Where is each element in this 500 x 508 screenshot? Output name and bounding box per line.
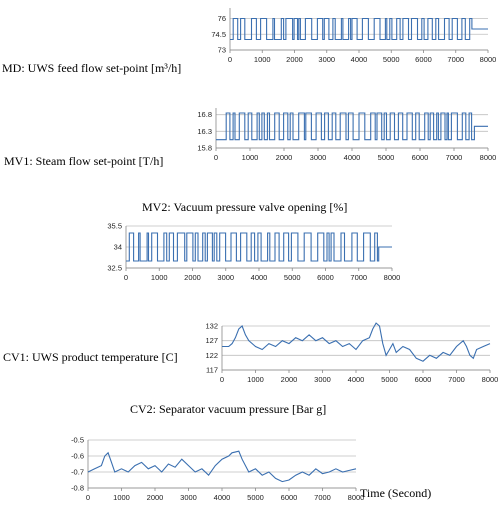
- mv2-x-tick-label: 4000: [251, 273, 268, 282]
- cv1-series-line: [222, 322, 491, 362]
- md-x-tick-label: 8000: [480, 55, 497, 64]
- md-x-tick-label: 6000: [415, 55, 432, 64]
- mv1-x-tick-label: 1000: [242, 153, 259, 162]
- cv2-x-tick-label: 6000: [281, 493, 298, 502]
- md-x-tick-label: 1000: [254, 55, 271, 64]
- cv1-x-tick-label: 1000: [247, 375, 264, 384]
- mv1-x-tick-label: 7000: [446, 153, 463, 162]
- md-series-line: [230, 17, 488, 41]
- mv1-x-tick-label: 5000: [378, 153, 395, 162]
- mv1-x-tick-label: 3000: [310, 153, 327, 162]
- mv2-series-line: [126, 232, 392, 262]
- cv1-x-tick-label: 3000: [314, 375, 331, 384]
- mv1-x-tick-label: 0: [214, 153, 218, 162]
- cv1-x-tick-label: 2000: [281, 375, 298, 384]
- mv1-y-tick-label: 16.8: [197, 110, 212, 119]
- mv1-x-tick-label: 6000: [412, 153, 429, 162]
- cv2-y-tick-label: -0.5: [71, 436, 84, 445]
- md-label: MD: UWS feed flow set-point [m³/h]: [2, 61, 181, 75]
- mv2-y-tick-label: 32.5: [107, 264, 122, 273]
- cv1-y-tick-label: 122: [205, 351, 218, 360]
- cv2-x-tick-label: 3000: [180, 493, 197, 502]
- cv2-x-tick-label: 4000: [214, 493, 231, 502]
- cv2-x-tick-label: 1000: [113, 493, 130, 502]
- mv1-x-tick-label: 4000: [344, 153, 361, 162]
- mv1-series-line: [216, 112, 488, 141]
- md-x-tick-label: 7000: [447, 55, 464, 64]
- md-x-tick-label: 4000: [351, 55, 368, 64]
- md-y-tick-label: 74.5: [211, 30, 226, 39]
- md-x-tick-label: 0: [228, 55, 232, 64]
- cv2-title: CV2: Separator vacuum pressure [Bar g]: [130, 402, 326, 416]
- cv1-x-tick-label: 6000: [415, 375, 432, 384]
- cv2-x-tick-label: 5000: [247, 493, 264, 502]
- md-x-tick-label: 2000: [286, 55, 303, 64]
- mv2-x-tick-label: 0: [124, 273, 128, 282]
- mv2-y-tick-label: 35.5: [107, 222, 122, 231]
- mv2-title: MV2: Vacuum pressure valve opening [%]: [142, 200, 347, 214]
- cv2-x-tick-label: 7000: [314, 493, 331, 502]
- md-y-tick-label: 76: [218, 14, 226, 23]
- mv1-x-tick-label: 2000: [276, 153, 293, 162]
- cv2-x-tick-label: 8000: [348, 493, 365, 502]
- cv1-y-tick-label: 127: [205, 336, 218, 345]
- cv1-x-tick-label: 4000: [348, 375, 365, 384]
- mv1-label: MV1: Steam flow set-point [T/h]: [4, 154, 163, 168]
- mv2-y-tick-label: 34: [114, 243, 122, 252]
- md-y-tick-label: 73: [218, 46, 226, 55]
- mv2-x-tick-label: 1000: [151, 273, 168, 282]
- cv1-x-tick-label: 5000: [381, 375, 398, 384]
- mv1-y-tick-label: 15.8: [197, 144, 212, 153]
- cv2-x-tick-label: 0: [86, 493, 90, 502]
- mv2-x-tick-label: 2000: [184, 273, 201, 282]
- cv1-x-tick-label: 0: [220, 375, 224, 384]
- md-x-tick-label: 5000: [383, 55, 400, 64]
- cv1-x-tick-label: 7000: [448, 375, 465, 384]
- cv2-y-tick-label: -0.8: [71, 484, 84, 493]
- mv1-x-tick-label: 8000: [480, 153, 497, 162]
- cv2-y-tick-label: -0.6: [71, 452, 84, 461]
- cv2-chart: -0.5 -0.6 -0.7 -0.80 1000 2000 3000 4000 5000 600…: [71, 436, 364, 503]
- mv1-y-tick-label: 16.3: [197, 127, 212, 136]
- mv2-x-tick-label: 6000: [317, 273, 334, 282]
- cv2-series-line: [87, 450, 357, 483]
- cv1-label: CV1: UWS product temperature [C]: [3, 350, 178, 364]
- cv2-y-tick-label: -0.7: [71, 468, 84, 477]
- md-chart: 76 74.5 730 1000 2000 3000 4000 5000 6000 7000 800…: [211, 8, 496, 64]
- cv1-y-tick-label: 117: [206, 366, 218, 375]
- md-x-tick-label: 3000: [318, 55, 335, 64]
- mv2-x-tick-label: 7000: [350, 273, 367, 282]
- cv1-y-tick-label: 132: [205, 322, 218, 331]
- mv2-chart: 35.5 34 32.50 1000 2000 3000 4000 5000 6000 7000 8…: [107, 222, 400, 283]
- mv2-x-tick-label: 5000: [284, 273, 301, 282]
- mv1-chart: 16.8 16.3 15.80 1000 2000 3000 4000 5000 6000 700…: [197, 108, 496, 162]
- mv2-x-tick-label: 3000: [217, 273, 234, 282]
- cv2-xlabel: Time (Second): [360, 486, 431, 500]
- cv1-x-tick-label: 8000: [482, 375, 499, 384]
- mv2-x-tick-label: 8000: [384, 273, 401, 282]
- cv2-x-tick-label: 2000: [147, 493, 164, 502]
